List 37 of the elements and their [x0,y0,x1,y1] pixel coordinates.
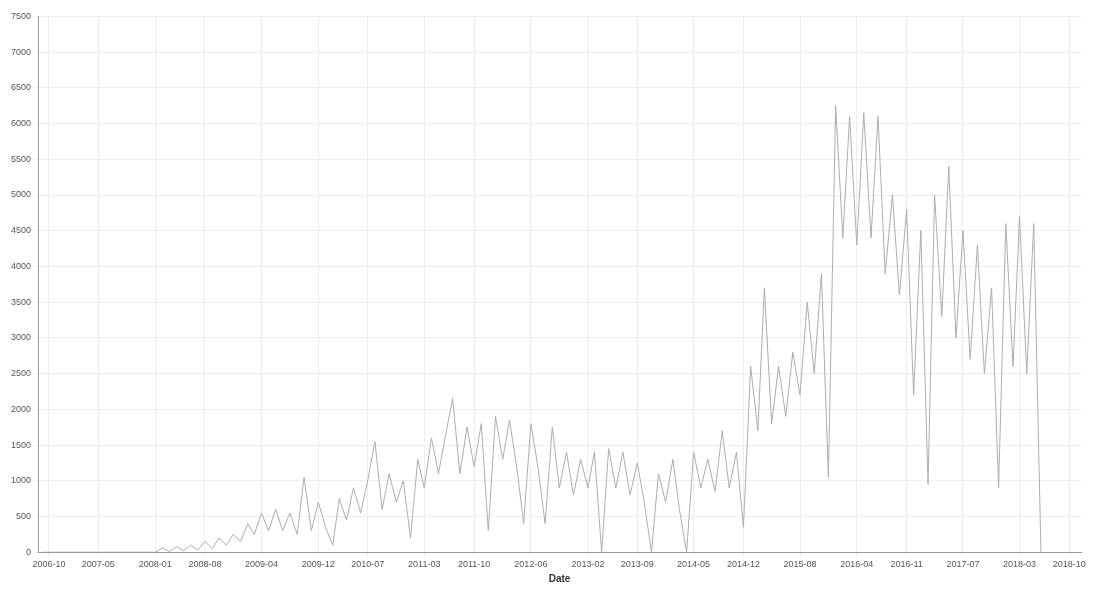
x-tick-label: 2012-06 [514,559,548,570]
x-tick-label: 2017-07 [946,559,980,570]
y-tick-label: 7500 [10,10,32,21]
y-tick-label: 7000 [10,46,32,57]
y-tick-label: 3000 [10,332,32,343]
x-tick-label: 2013-09 [620,559,654,570]
x-tick-label: 2016-11 [890,559,923,570]
x-axis-title: Date [548,572,571,584]
y-tick-label: 0 [26,546,32,557]
y-tick-label: 4000 [10,260,32,271]
y-tick-label: 6500 [10,82,32,93]
x-tick-label: 2014-12 [726,559,760,570]
y-tick-label: 5500 [10,153,32,164]
y-tick-label: 2500 [10,368,32,379]
x-tick-label: 2015-08 [783,559,817,570]
x-tick-label: 2009-04 [245,559,279,570]
x-tick-label: 2008-08 [188,559,222,570]
x-tick-label: 2014-05 [677,559,711,570]
y-tick-label: 500 [15,510,32,521]
x-tick-label: 2008-01 [138,559,172,570]
x-tick-label: 2010-07 [351,559,385,570]
x-tick-label: 2018-10 [1052,559,1086,570]
x-tick-label: 2018-03 [1003,559,1037,570]
y-tick-label: 1000 [10,475,32,486]
x-tick-label: 2011-03 [408,559,441,570]
x-tick-label: 2006-10 [32,559,66,570]
x-tick-label: 2016-04 [840,559,874,570]
y-tick-label: 3500 [10,296,32,307]
y-tick-label: 4500 [10,225,32,236]
y-tick-label: 1500 [10,439,32,450]
y-tick-label: 5000 [10,189,32,200]
x-tick-label: 2009-12 [301,559,335,570]
x-tick-label: 2013-02 [571,559,605,570]
x-tick-label: 2011-10 [457,559,491,570]
y-tick-label: 6000 [10,118,32,129]
y-tick-label: 2000 [10,403,32,414]
x-tick-label: 2007-05 [81,559,115,570]
